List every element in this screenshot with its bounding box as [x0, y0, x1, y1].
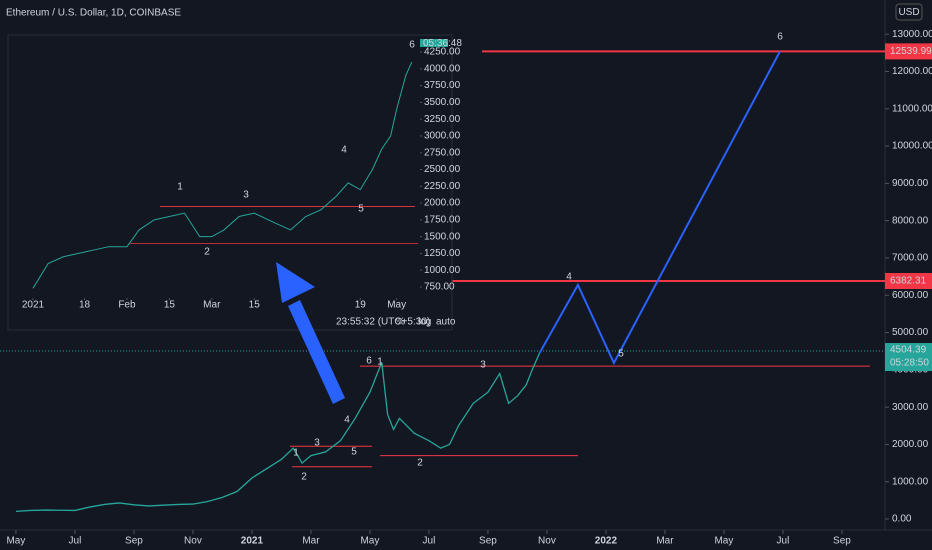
- inset-x-tick-label: Mar: [203, 300, 221, 311]
- inset-y-tick-label: 2250.00: [424, 181, 461, 192]
- y-tick-label: 6000.00: [892, 290, 929, 301]
- x-tick-label: 2022: [595, 536, 618, 547]
- y-tick-label: 0.00: [892, 514, 912, 525]
- minor-wave-label: 1: [293, 448, 299, 459]
- inset-x-tick-label: 19: [355, 300, 367, 311]
- inset-footer: %: [396, 317, 405, 328]
- minor-wave-label: 4: [344, 415, 350, 426]
- y-tick-label: 12000.00: [892, 66, 932, 77]
- inset-y-tick-label: 3000.00: [424, 131, 461, 142]
- inset-x-tick-label: Feb: [118, 300, 136, 311]
- y-tick-label: 3000.00: [892, 402, 929, 413]
- blue-arrow: [276, 262, 345, 404]
- x-tick-label: Mar: [656, 536, 674, 547]
- minor-wave-label: 5: [351, 447, 357, 458]
- inset-x-tick-label: 15: [164, 300, 176, 311]
- wave-label: 1: [377, 357, 383, 368]
- price-line: [15, 352, 541, 513]
- y-tick-label: 13000.00: [892, 29, 932, 40]
- minor-wave-label: 3: [314, 438, 320, 449]
- y-tick-label: 8000.00: [892, 215, 929, 226]
- inset-y-tick-label: 2000.00: [424, 198, 461, 209]
- level-label-box: [885, 273, 932, 290]
- currency[interactable]: USD: [898, 7, 919, 18]
- inset-y-tick-label: 2500.00: [424, 164, 461, 175]
- wave-label: 5: [618, 349, 624, 360]
- inset-frame: [7, 34, 453, 331]
- x-tick-label: Sep: [479, 536, 497, 547]
- inset-x-tick-label: 2021: [22, 300, 45, 311]
- inset-y-tick-label: 2750.00: [424, 147, 461, 158]
- inset-wave-label: 6: [409, 40, 415, 51]
- level-label: 6382.31: [890, 276, 927, 287]
- inset-y-tick-label: 1750.00: [424, 214, 461, 225]
- y-tick-label: 7000.00: [892, 253, 929, 264]
- x-tick-label: May: [360, 536, 379, 547]
- x-tick-label: Mar: [302, 536, 320, 547]
- x-tick-label: Sep: [125, 536, 143, 547]
- inset-y-tick-label: 4000.00: [424, 63, 461, 74]
- inset-footer: 23:55:32 (UTC+5:30): [336, 317, 430, 328]
- inset-y-tick-label: 3250.00: [424, 114, 461, 125]
- y-tick-label: 2000.00: [892, 439, 929, 450]
- inset-wave-label: 2: [204, 247, 210, 258]
- arrow-head: [276, 262, 315, 303]
- x-tick-label: Nov: [184, 536, 202, 547]
- chart-title: Ethereum / U.S. Dollar, 1D, COINBASE: [6, 8, 181, 19]
- currency-box[interactable]: [895, 3, 923, 21]
- inset-footer: log: [418, 317, 431, 328]
- countdown: 05:28:50: [890, 358, 929, 369]
- inset-x-tick-label: 15: [249, 300, 261, 311]
- inset-y-tick-label: 1000.00: [424, 265, 461, 276]
- last-price-box: [885, 343, 932, 372]
- minor-wave-label: 6: [366, 356, 372, 367]
- inset-timer: 05:36:48: [423, 38, 462, 49]
- x-tick-label: Nov: [538, 536, 556, 547]
- y-tick-label: 10000.00: [892, 141, 932, 152]
- y-tick-label: 5000.00: [892, 327, 929, 338]
- wave-label: 2: [417, 458, 423, 469]
- inset-wave-label: 3: [243, 190, 249, 201]
- y-tick-label: 11000.00: [892, 103, 932, 114]
- level-label: 12539.99: [890, 46, 932, 57]
- wave-label: 6: [777, 32, 783, 43]
- inset-y-tick-label: 4250.00: [424, 47, 461, 58]
- x-tick-label: Jul: [69, 536, 82, 547]
- level-label-box: [885, 43, 932, 60]
- main-plot: 0.00 1000.00 2000.00 3000.00 4000.00 5000.00 6…: [0, 29, 932, 547]
- inset-footer: auto: [436, 317, 456, 328]
- last-price-label: 4504.39: [890, 345, 927, 356]
- inset-timer-box: [420, 39, 448, 47]
- inset-y-tick-label: 3500.00: [424, 97, 461, 108]
- x-tick-label: Sep: [833, 536, 851, 547]
- inset-screenshot: 750.00 1000.00 1250.00 1500.00 1750.00 2000.0…: [7, 34, 462, 331]
- x-tick-label: May: [714, 536, 733, 547]
- x-tick-label: 2021: [241, 536, 264, 547]
- inset-y-tick-label: 3750.00: [424, 80, 461, 91]
- wave-label: 3: [480, 360, 486, 371]
- inset-y-tick-label: 1250.00: [424, 248, 461, 259]
- inset-y-tick-label: 1500.00: [424, 231, 461, 242]
- inset-y-tick-label: 750.00: [424, 282, 455, 293]
- inset-wave-label: 1: [177, 182, 183, 193]
- y-tick-label: 1000.00: [892, 476, 929, 487]
- projection-line: [538, 50, 781, 366]
- inset-x-tick-label: 18: [79, 300, 91, 311]
- inset-wave-label: 5: [358, 204, 364, 215]
- minor-wave-label: 2: [301, 472, 307, 483]
- arrow-shaft: [288, 300, 345, 404]
- inset-wave-label: 4: [341, 145, 347, 156]
- inset-x-tick-label: May: [387, 300, 406, 311]
- x-tick-label: May: [6, 536, 25, 547]
- x-tick-label: Jul: [423, 536, 436, 547]
- price-line: [32, 61, 413, 289]
- y-tick-label: 9000.00: [892, 178, 929, 189]
- x-tick-label: Jul: [777, 536, 790, 547]
- wave-label: 4: [566, 272, 572, 283]
